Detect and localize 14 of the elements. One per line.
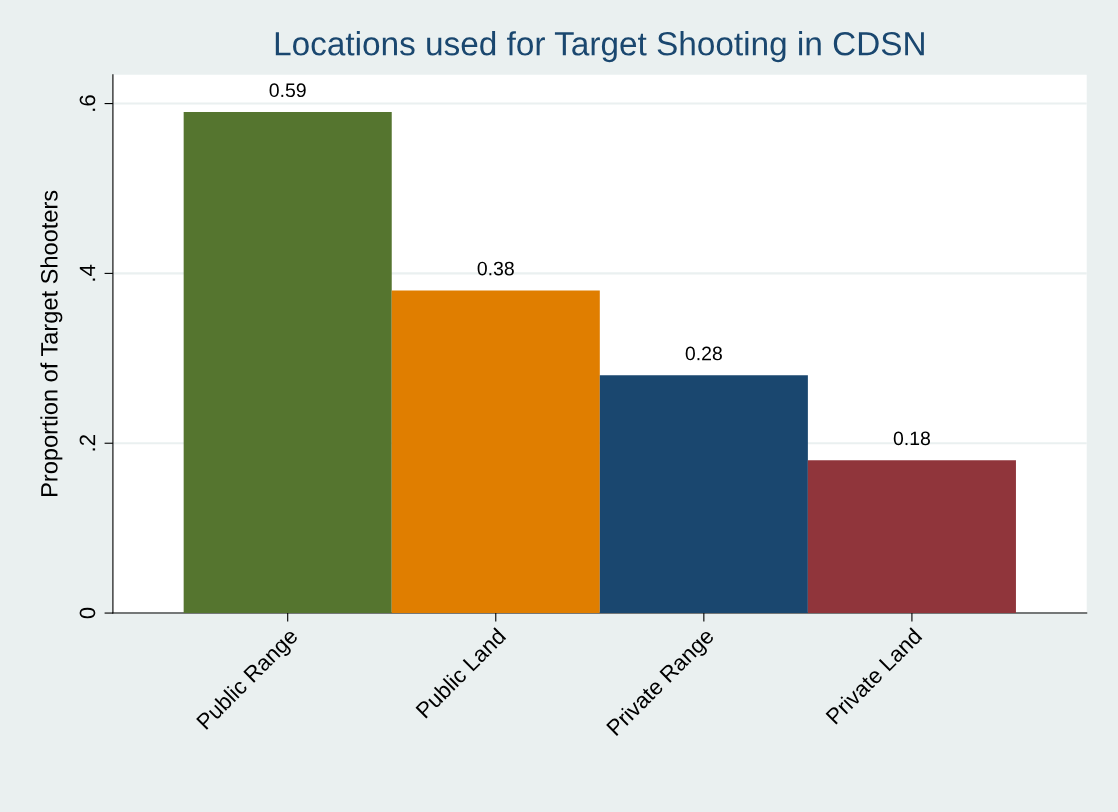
- data-label: 0.38: [477, 261, 514, 276]
- bar: [599, 375, 808, 614]
- y-axis-title: Proportion of Target Shooters: [40, 190, 63, 496]
- data-label: 0.18: [893, 431, 930, 446]
- bar: [183, 112, 392, 614]
- data-label: 0.28: [685, 346, 722, 361]
- bar: [807, 460, 1016, 614]
- y-tick-label: .4: [79, 264, 96, 281]
- y-tick-label: .2: [79, 435, 96, 451]
- bar: [391, 290, 600, 614]
- data-label: 0.59: [269, 83, 306, 98]
- chart-title: Locations used for Target Shooting in CDSN: [275, 31, 924, 63]
- y-tick-label: .6: [79, 95, 96, 111]
- y-tick-label: 0: [79, 607, 96, 619]
